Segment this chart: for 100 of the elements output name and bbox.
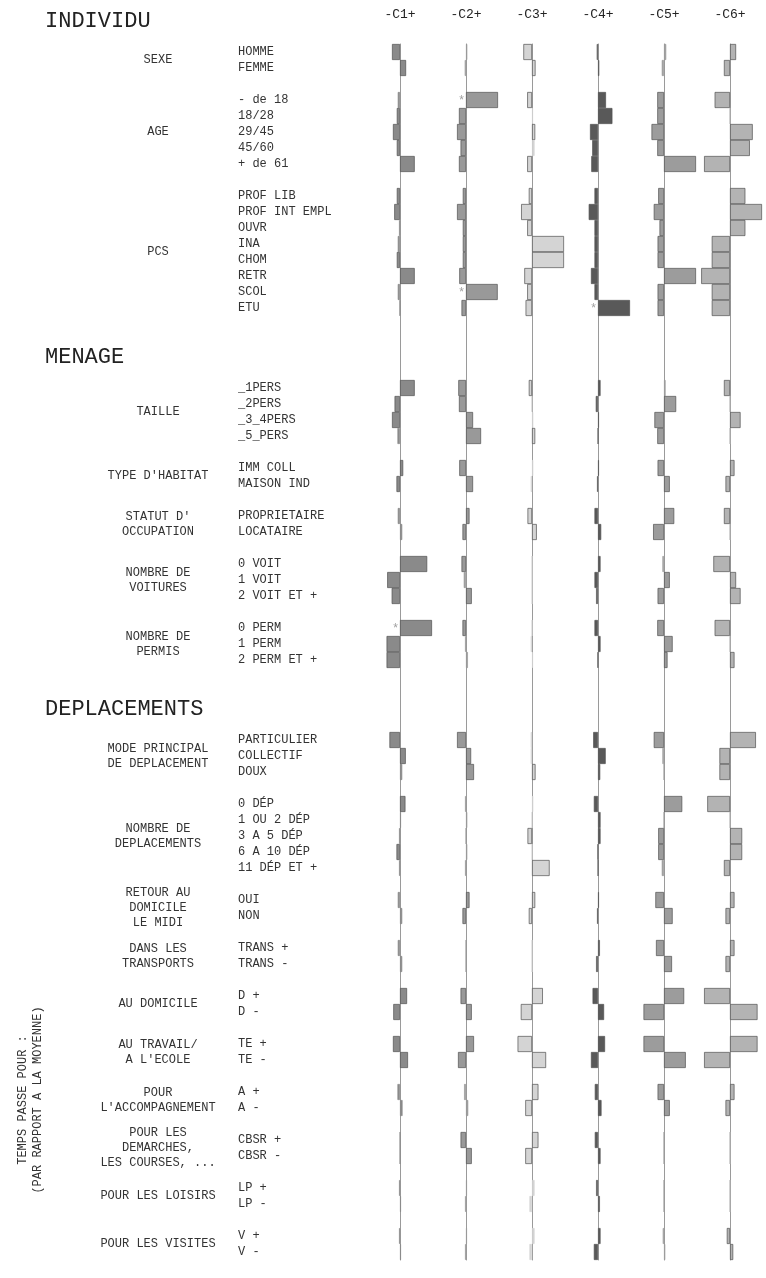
bar: [525, 1148, 532, 1164]
y-tick-label: PROPRIETAIRE: [238, 509, 325, 523]
bar: [713, 556, 730, 572]
y-tick-label: 11 DÉP ET +: [238, 860, 318, 875]
text: DANS LES TRANSPORTS: [121, 941, 195, 971]
bar: [527, 508, 532, 524]
bar: [517, 1036, 532, 1052]
text: POUR L'ACCOMPAGNEMENT: [100, 1085, 216, 1115]
annotation: *: [459, 93, 465, 107]
bar: [393, 1004, 400, 1020]
y-tick-label: INA: [238, 237, 261, 251]
bar: [528, 908, 532, 924]
y-tick-label: 6 A 10 DÉP: [238, 844, 311, 859]
text: MODE PRINCIPAL DE DEPLACEMENT: [107, 741, 209, 771]
text: TEMPS PASSE POUR : (PAR RAPPORT A LA MOYENNE): [15, 1006, 45, 1194]
y-tick-label: LP -: [238, 1197, 267, 1211]
y-tick-label: OUI: [238, 893, 260, 907]
y-tick-label: _2PERS: [237, 397, 282, 411]
y-tick-label: _3_4PERS: [237, 413, 296, 427]
y-tick-label: NON: [238, 909, 260, 923]
text: PCS: [147, 245, 169, 259]
bar: [532, 892, 536, 908]
bar: [532, 764, 536, 780]
y-tick-label: CHOM: [238, 253, 267, 267]
bar: [723, 860, 730, 876]
chart-title: -C6+: [714, 7, 746, 22]
y-tick-label: - de 18: [238, 93, 289, 107]
y-tick-label: HOMME: [238, 45, 275, 59]
text: POUR LES VISITES: [100, 1237, 216, 1251]
bar: [532, 60, 536, 76]
bar: [400, 380, 415, 396]
y-tick-label: MAISON IND: [238, 477, 311, 491]
bar: [704, 988, 730, 1004]
y-tick-label: 2 PERM ET +: [238, 653, 318, 667]
y-tick-label: TRANS +: [238, 941, 289, 955]
text: INDIVIDU: [45, 9, 151, 35]
text: RETOUR AU DOMICILE LE MIDI: [125, 886, 191, 930]
bar: [392, 1036, 400, 1052]
y-tick-label: + de 61: [238, 157, 289, 171]
bar: [525, 1100, 532, 1116]
y-tick-label: 1 VOIT: [238, 573, 282, 587]
bar: [730, 732, 756, 748]
y-tick-label: 29/45: [238, 125, 275, 139]
bar: [725, 476, 730, 492]
bar: [523, 44, 532, 60]
y-tick-label: PARTICULIER: [238, 733, 318, 747]
bar: [598, 1004, 605, 1020]
y-tick-label: FEMME: [238, 61, 275, 75]
y-tick-label: 2 VOIT ET +: [238, 589, 318, 603]
bar: [730, 460, 735, 476]
bar: [400, 1052, 408, 1068]
y-tick-label: OUVR: [238, 221, 267, 235]
chart-title: -C5+: [648, 7, 680, 22]
bar: [725, 956, 730, 972]
bar: [594, 620, 598, 636]
text: DEPLACEMENTS: [45, 697, 204, 723]
text: NOMBRE DE DEPLACEMENTS: [114, 821, 202, 851]
bar: [730, 940, 735, 956]
y-tick-label: PROF INT EMPL: [238, 205, 332, 219]
y-tick-label: _5_PERS: [237, 429, 289, 443]
bar: [730, 1036, 758, 1052]
y-tick-label: RETR: [238, 269, 267, 283]
y-tick-label: 0 DÉP: [238, 796, 275, 811]
bar: [532, 1132, 539, 1148]
bar: [400, 268, 415, 284]
bar: [594, 508, 598, 524]
text: SEXE: [143, 53, 173, 67]
bar: [725, 1100, 730, 1116]
annotation: *: [393, 621, 399, 635]
bar: [730, 1004, 758, 1020]
y-tick-label: DOUX: [238, 765, 267, 779]
y-tick-label: _1PERS: [237, 381, 282, 395]
y-tick-label: LP +: [238, 1181, 267, 1195]
y-tick-label: 0 PERM: [238, 621, 282, 635]
bar: [704, 156, 730, 172]
bar: [704, 1052, 730, 1068]
bar: [598, 524, 602, 540]
text: STATUT D' OCCUPATION: [121, 509, 195, 539]
y-tick-label: 1 PERM: [238, 637, 282, 651]
y-tick-label: TRANS -: [238, 957, 289, 971]
bar: [400, 60, 407, 76]
bar: [725, 908, 730, 924]
bar: [723, 60, 730, 76]
bar: [392, 44, 400, 60]
bar: [389, 732, 400, 748]
bar: [598, 1036, 606, 1052]
bar: [598, 1100, 602, 1116]
chart-title: -C4+: [582, 7, 614, 22]
y-tick-label: 0 VOIT: [238, 557, 282, 571]
y-tick-label: CBSR +: [238, 1133, 282, 1147]
y-tick-label: D +: [238, 989, 260, 1003]
bar: [593, 1244, 598, 1260]
bar: [598, 300, 630, 316]
y-tick-label: A +: [238, 1085, 260, 1099]
bar: [730, 1244, 734, 1260]
chart-title: -C2+: [450, 7, 482, 22]
y-tick-label: LOCATAIRE: [238, 525, 303, 539]
bar: [400, 556, 428, 572]
y-tick-label: TE -: [238, 1053, 267, 1067]
annotation: *: [591, 301, 597, 315]
